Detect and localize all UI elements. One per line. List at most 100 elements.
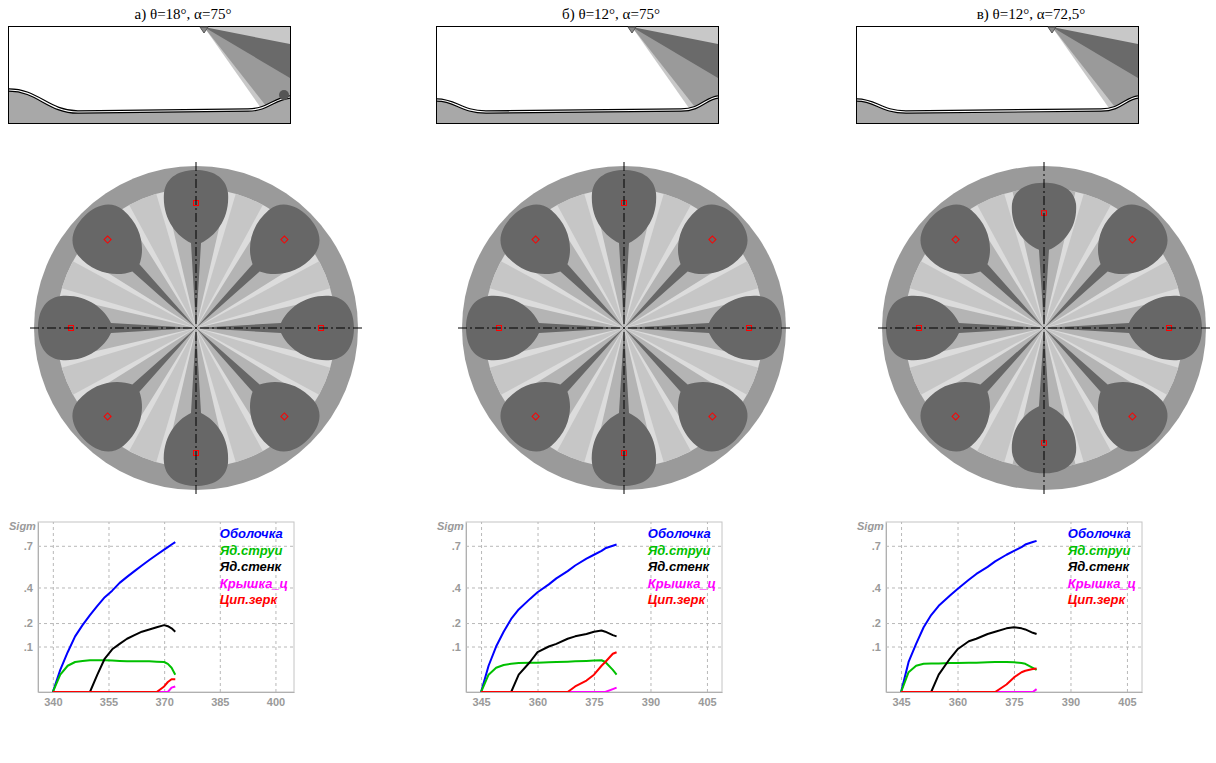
y-axis-title: Sigm: [857, 520, 884, 532]
y-tick-label: .1: [872, 641, 881, 653]
axis-cross-v: [1044, 162, 1045, 494]
legend-entry: Яд.стенк: [1067, 559, 1131, 574]
legend-entry: Оболочка: [648, 526, 711, 541]
series-line: [53, 679, 175, 692]
fan-light: [632, 27, 718, 111]
jet: [490, 194, 647, 351]
y-axis: .1 .2 .4 .7: [872, 523, 1142, 693]
fan-light: [1052, 27, 1138, 111]
x-tick-label: 345: [892, 696, 910, 708]
x-tick-label: 390: [642, 696, 660, 708]
section-profile: [857, 97, 1138, 112]
section-profile-inner: [9, 90, 290, 112]
x-tick: 360: [529, 522, 547, 708]
jet-center: [709, 413, 716, 420]
x-grid-line: [958, 522, 959, 692]
legend-entry: Яд.стенк: [647, 559, 711, 574]
legend-entry: Оболочка: [1068, 526, 1131, 541]
x-tick-label: 400: [267, 696, 285, 708]
section-ground: [437, 97, 718, 123]
legend-entry: Крышка_ц: [648, 576, 716, 591]
apex-marker: [200, 27, 208, 33]
panel-title: а) θ=18°, α=75°: [135, 6, 232, 23]
jet-center: [281, 413, 288, 420]
series-line: [901, 669, 1037, 692]
plot-frame: [466, 522, 722, 692]
y-tick-label: .4: [872, 582, 882, 594]
x-grid-line: [538, 522, 539, 692]
y-tick-label: .2: [24, 617, 33, 629]
fan-medium: [204, 27, 290, 111]
y-axis-title: Sigm: [437, 520, 464, 532]
y-tick: .1: [24, 641, 294, 653]
y-grid-line: [886, 647, 1142, 648]
y-axis-line: [38, 523, 39, 693]
panel-title: б) θ=12°, α=75°: [562, 6, 660, 23]
cross-section: [857, 27, 1139, 124]
x-tick-label: 375: [585, 696, 603, 708]
panel-title: в) θ=12°, α=72,5°: [977, 6, 1086, 23]
y-grid-line: [466, 647, 722, 648]
legend-entry: Цип.зерк: [220, 592, 279, 607]
y-tick-label: .1: [24, 641, 33, 653]
panel: в) θ=12°, α=72,5°345360375390405.1.2.4.7…: [857, 6, 1211, 708]
y-grid-line: [886, 623, 1142, 624]
plot-frame: [886, 522, 1142, 692]
y-grid-line: [38, 647, 294, 648]
x-axis-line: [467, 692, 723, 693]
x-tick-label: 405: [1118, 696, 1136, 708]
fan-dark: [1052, 27, 1138, 78]
axis-cross-v: [196, 162, 197, 494]
jet-shape: [490, 194, 647, 351]
y-axis-line: [886, 523, 887, 693]
section-profile-inner: [857, 97, 1138, 112]
section-frame: [857, 27, 1139, 124]
jet-center: [532, 236, 539, 243]
y-grid-line: [466, 623, 722, 624]
apex-marker: [628, 27, 636, 33]
x-tick-label: 340: [44, 696, 62, 708]
legend-entry: Крышка_ц: [220, 576, 288, 591]
y-tick-label: .2: [872, 617, 881, 629]
legend-entry: Оболочка: [220, 526, 283, 541]
x-tick-label: 375: [1005, 696, 1023, 708]
series-line: [481, 652, 617, 692]
jet: [62, 194, 219, 351]
legend-entry: Яд.струи: [1067, 543, 1131, 558]
series-line: [901, 662, 1037, 692]
x-tick: 340: [44, 522, 62, 708]
y-tick-label: .7: [24, 540, 33, 552]
section-frame: [9, 27, 291, 124]
section-ground: [9, 90, 290, 123]
y-tick-label: .7: [872, 540, 881, 552]
fan-dark: [632, 27, 718, 78]
series-line: [481, 631, 617, 692]
x-axis: 345360375390405: [467, 522, 723, 708]
x-tick-label: 370: [155, 696, 173, 708]
jet: [910, 194, 1067, 351]
y-tick: .2: [452, 617, 722, 629]
x-grid-line: [1014, 522, 1015, 692]
legend: ОболочкаЯд.струиЯд.стенкКрышка_цЦип.зерк: [647, 526, 716, 607]
x-grid-line: [164, 522, 165, 692]
series-line: [53, 542, 175, 692]
x-axis: 345360375390405: [887, 522, 1143, 708]
x-tick-label: 360: [529, 696, 547, 708]
circle-section: [458, 162, 790, 494]
y-grid-line: [38, 623, 294, 624]
panel: б) θ=12°, α=75°345360375390405.1.2.4.7Si…: [437, 6, 791, 708]
y-tick-label: .4: [452, 582, 462, 594]
fan-medium: [1052, 27, 1138, 111]
plot-lines: [901, 541, 1037, 692]
x-tick: 345: [892, 522, 910, 708]
x-tick-label: 355: [100, 696, 118, 708]
x-tick-label: 360: [949, 696, 967, 708]
plot-frame: [38, 522, 294, 692]
legend-entry: Цип.зерк: [648, 592, 707, 607]
fan-medium: [632, 27, 718, 111]
jet-center: [104, 413, 111, 420]
x-axis-line: [39, 692, 295, 693]
legend: ОболочкаЯд.струиЯд.стенкКрышка_цЦип.зерк: [219, 526, 288, 607]
figure: а) θ=18°, α=75°340355370385400.1.2.4.7Si…: [0, 0, 1216, 763]
axis-cross-v: [624, 162, 625, 494]
